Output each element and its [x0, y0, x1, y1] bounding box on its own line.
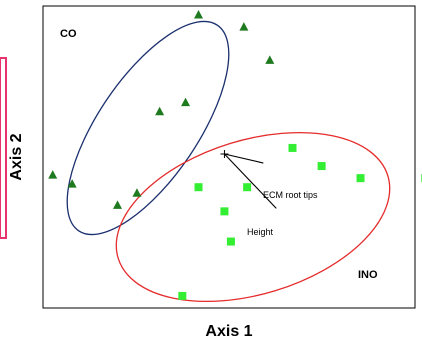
co-point-9: [113, 200, 123, 209]
ino-point-9: [178, 291, 187, 300]
vector-label-height: Height: [247, 227, 274, 237]
co-point-7: [67, 179, 77, 188]
co-point-1: [194, 10, 204, 19]
vector-line-2: [224, 153, 277, 209]
co-point-4: [181, 97, 191, 107]
vectors-layer: [220, 149, 277, 209]
vector-origin: [220, 149, 229, 158]
group-label-ino: INO: [358, 269, 378, 281]
ino-ellipse: [115, 131, 391, 303]
ino-point-5: [243, 183, 252, 192]
points-layer: [48, 10, 422, 300]
left-side-marker: [0, 57, 7, 239]
co-ellipse: [66, 20, 230, 236]
ino-point-2: [317, 162, 326, 171]
ino-point-6: [194, 183, 203, 192]
y-axis-label: Axis 2: [8, 133, 25, 180]
ino-point-1: [288, 143, 297, 152]
x-axis-label: Axis 1: [205, 323, 252, 340]
co-point-8: [132, 188, 142, 197]
ino-point-3: [356, 174, 365, 183]
group-label-co: CO: [60, 28, 77, 40]
co-point-2: [239, 22, 249, 31]
co-point-5: [155, 106, 165, 116]
ino-point-7: [220, 207, 229, 216]
ino-point-8: [226, 237, 235, 246]
vector-line-1: [224, 153, 264, 164]
co-point-6: [48, 170, 58, 179]
vector-label-ecm: ECM root tips: [263, 190, 318, 200]
co-point-3: [265, 55, 275, 64]
